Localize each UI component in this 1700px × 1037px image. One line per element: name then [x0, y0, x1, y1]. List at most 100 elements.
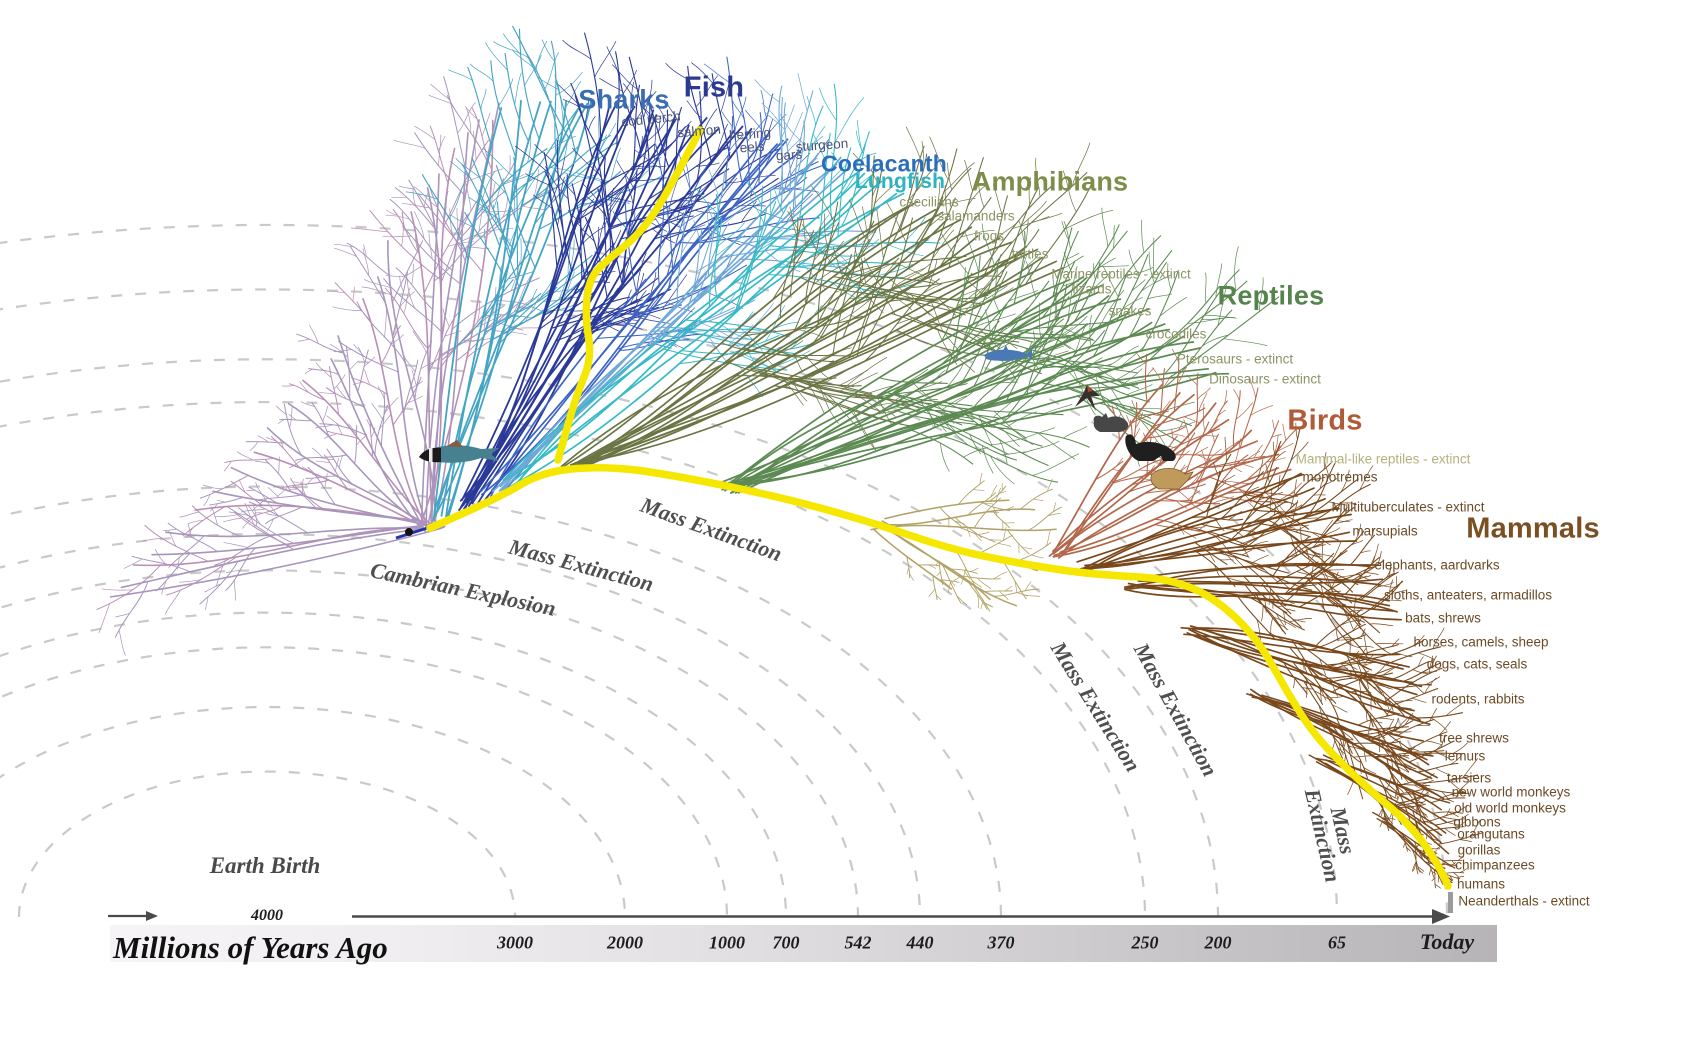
branch: [1047, 478, 1053, 492]
branch: [1047, 513, 1061, 517]
branch: [682, 329, 797, 355]
triceratops-illustration: [1093, 413, 1129, 432]
branch: [253, 451, 422, 526]
branch: [1205, 453, 1232, 519]
branch: [624, 201, 637, 293]
branch: [1323, 452, 1327, 470]
branch: [226, 505, 295, 551]
branch: [992, 588, 1040, 597]
branch: [1127, 582, 1398, 613]
branch: [1217, 284, 1228, 326]
branch: [746, 366, 873, 395]
branch: [391, 240, 424, 303]
branch: [736, 295, 1110, 487]
branch: [1391, 683, 1432, 688]
branch: [884, 499, 1010, 520]
branch: [967, 492, 997, 516]
branch: [1201, 317, 1235, 321]
branch: [1319, 478, 1324, 490]
branch: [374, 404, 388, 456]
branch: [1431, 877, 1436, 882]
branch: [1390, 687, 1439, 706]
branch: [1459, 786, 1464, 793]
branch: [266, 518, 274, 531]
branch: [618, 72, 642, 151]
branch: [311, 447, 323, 458]
branch: [1129, 564, 1378, 581]
branch: [1228, 464, 1243, 473]
branch: [1340, 502, 1357, 504]
branch: [1320, 603, 1351, 645]
branch: [848, 199, 867, 240]
branch: [797, 73, 808, 112]
branch: [224, 457, 275, 464]
branch: [1076, 472, 1302, 563]
time-arc-200: [0, 358, 1220, 918]
branch: [1260, 694, 1424, 742]
branch: [1369, 556, 1375, 569]
branch: [1212, 496, 1234, 505]
branch: [1073, 262, 1101, 323]
branch: [253, 512, 264, 514]
branch: [551, 157, 565, 203]
branch: [305, 475, 338, 479]
branch: [1338, 652, 1373, 671]
branch: [1410, 806, 1422, 814]
branch: [448, 180, 466, 219]
branch: [464, 105, 478, 120]
branch: [466, 108, 472, 134]
branch: [1035, 157, 1041, 198]
branch: [1459, 839, 1472, 843]
branch: [793, 222, 840, 332]
branch: [312, 473, 320, 478]
branch: [989, 172, 1088, 273]
branch: [1071, 230, 1128, 299]
branch: [350, 227, 389, 233]
branch: [1281, 525, 1308, 529]
branch: [1397, 719, 1435, 737]
branch: [1452, 742, 1468, 754]
branch: [1032, 453, 1079, 476]
branch: [1259, 277, 1264, 312]
branch: [629, 193, 653, 228]
branch: [741, 200, 757, 223]
branch: [667, 178, 679, 217]
branch: [1020, 488, 1053, 510]
branch: [831, 152, 845, 174]
branch: [1339, 619, 1361, 627]
branch: [738, 201, 790, 291]
branch: [882, 508, 1036, 526]
branch: [971, 580, 982, 588]
branch: [806, 95, 816, 126]
branch: [299, 381, 310, 394]
branch: [972, 489, 985, 491]
branch: [942, 395, 968, 410]
branch: [1180, 626, 1410, 668]
branch: [573, 251, 1025, 473]
branch: [223, 517, 242, 523]
branch: [1276, 613, 1287, 630]
branch: [446, 95, 488, 162]
branch: [1359, 465, 1374, 491]
branch: [187, 519, 204, 525]
branch: [1062, 280, 1080, 287]
branch: [799, 105, 824, 219]
branch: [266, 427, 435, 531]
branch: [1355, 726, 1409, 733]
branch: [1349, 636, 1351, 655]
branch: [405, 191, 438, 200]
branch: [1210, 430, 1215, 443]
branch: [703, 63, 731, 84]
branch: [351, 377, 388, 395]
branch: [1272, 450, 1286, 462]
branch: [384, 305, 388, 338]
branch: [185, 527, 194, 539]
branch: [1196, 627, 1404, 670]
branch: [629, 283, 714, 321]
branch: [1309, 623, 1367, 651]
branch: [869, 296, 898, 313]
branch: [478, 189, 515, 251]
branch: [394, 187, 436, 230]
branch: [810, 238, 870, 347]
